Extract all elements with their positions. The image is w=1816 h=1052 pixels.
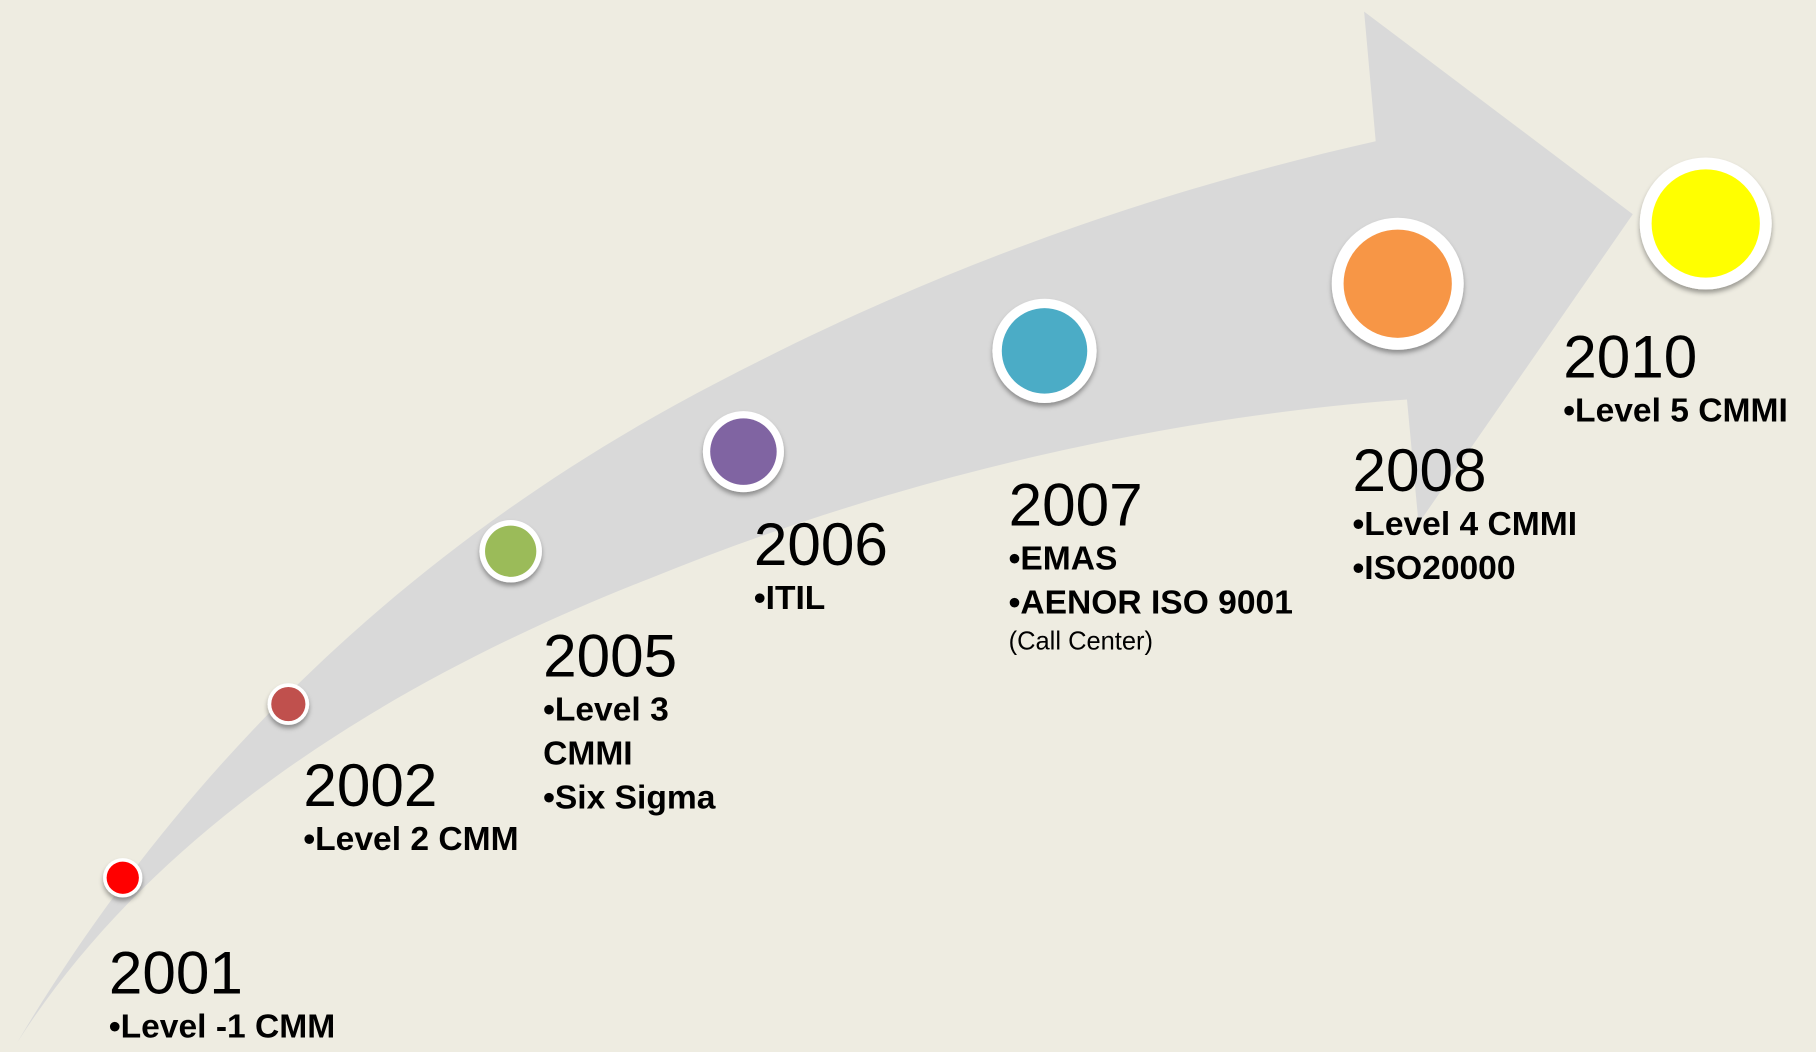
milestone-text: 2007 •EMAS •AENOR ISO 9001 (Call Center) <box>1009 475 1293 658</box>
year: 2007 <box>1008 472 1143 540</box>
year: 2005 <box>543 623 678 691</box>
milestone-dot <box>271 686 306 722</box>
arrow <box>17 11 1633 1043</box>
item: •ITIL <box>753 580 826 618</box>
milestone-dot <box>1001 308 1088 394</box>
year: 2001 <box>108 940 243 1008</box>
milestone-text: 2001 •Level -1 CMM <box>109 943 335 1050</box>
milestone-text: 2010 •Level 5 CMMI <box>1563 327 1788 434</box>
milestone-text: 2008 •Level 4 CMMI •ISO20000 <box>1353 440 1578 591</box>
milestone-text: 2002 •Level 2 CMM <box>303 755 518 862</box>
milestone-text: 2006 •ITIL <box>754 514 888 621</box>
item: •Level 5 CMMI <box>1563 392 1788 430</box>
milestone-dot <box>106 861 139 894</box>
milestone-dot <box>1343 229 1452 338</box>
item: •Level -1 CMM <box>108 1008 336 1046</box>
item: •EMAS <box>1008 540 1118 578</box>
item: •Level 3 CMMI <box>543 691 669 773</box>
milestone-dot <box>485 525 537 577</box>
item: •Six Sigma <box>543 779 716 817</box>
milestone-dot <box>1651 169 1760 278</box>
item: •Level 2 CMM <box>303 821 519 859</box>
year: 2006 <box>753 511 888 579</box>
year: 2002 <box>303 752 438 820</box>
year: 2008 <box>1352 437 1487 505</box>
item: •Level 4 CMMI <box>1352 506 1578 544</box>
item: •AENOR ISO 9001 <box>1008 584 1293 622</box>
note: (Call Center) <box>1008 626 1154 656</box>
item: •ISO20000 <box>1352 550 1516 588</box>
year: 2010 <box>1563 324 1698 392</box>
milestone-dot <box>710 418 777 485</box>
milestone-text: 2005 •Level 3 CMMI •Six Sigma <box>543 625 751 820</box>
